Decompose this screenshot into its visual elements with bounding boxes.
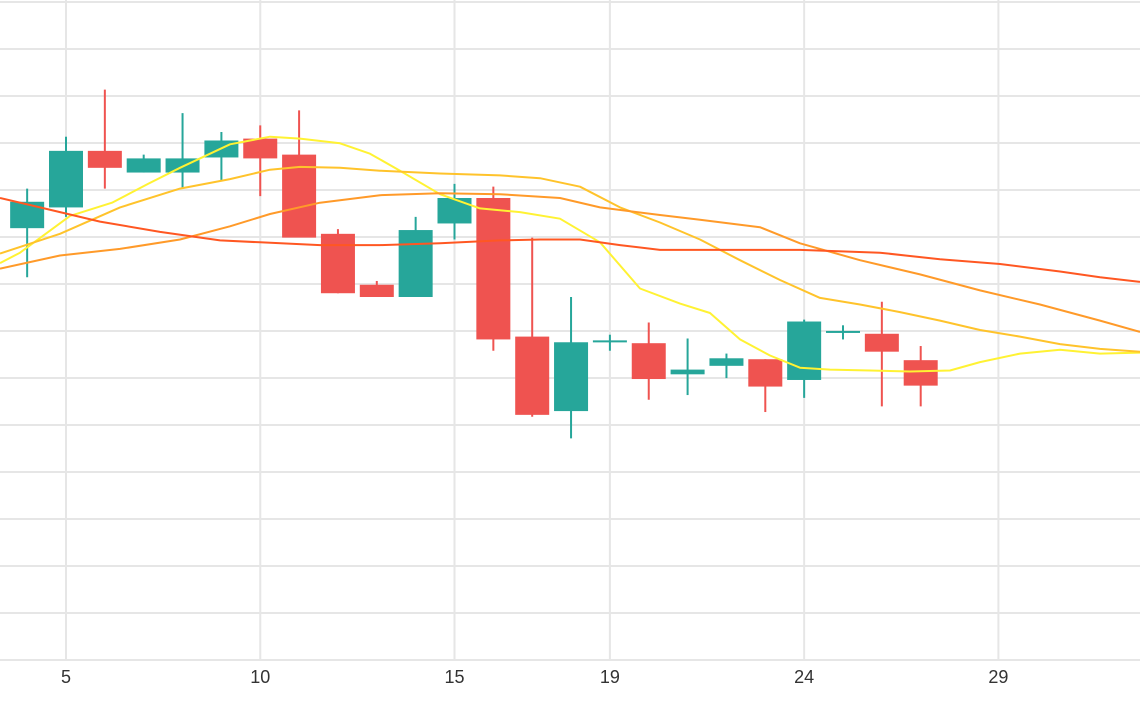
candle-body — [554, 342, 589, 412]
candle — [826, 325, 860, 340]
candle — [709, 353, 744, 379]
candle-body — [864, 333, 899, 352]
candle-body — [126, 158, 161, 173]
candle-body — [903, 360, 938, 386]
candle-body — [398, 230, 433, 297]
candle-body — [592, 340, 627, 343]
candle — [49, 136, 83, 217]
candle — [748, 359, 783, 413]
x-tick-label: 29 — [988, 667, 1008, 687]
moving-average-line — [0, 197, 1140, 283]
x-tick-label: 19 — [600, 667, 620, 687]
candle — [126, 154, 161, 173]
candle-body — [515, 336, 550, 415]
candle — [670, 338, 705, 396]
candle — [87, 89, 122, 189]
candle — [320, 229, 355, 294]
candle-body — [709, 358, 744, 366]
candle — [631, 322, 666, 400]
candle — [437, 183, 472, 240]
candle — [282, 110, 317, 238]
candle-body — [87, 150, 122, 168]
candle — [243, 125, 278, 197]
candle-body — [631, 343, 666, 380]
candle-body — [359, 284, 394, 297]
moving-average-line — [0, 192, 1140, 333]
x-tick-label: 5 — [61, 667, 71, 687]
grid — [0, 0, 1140, 661]
candle-body — [320, 233, 355, 294]
candle — [515, 237, 550, 417]
x-tick-label: 15 — [444, 667, 464, 687]
candle-body — [437, 198, 472, 224]
x-tick-label: 24 — [794, 667, 814, 687]
candle-body — [49, 150, 83, 208]
candle — [864, 301, 899, 407]
candle-body — [787, 321, 822, 380]
x-axis-ticks: 5 10 15 19 24 29 — [61, 667, 1008, 687]
moving-average-line — [0, 165, 1140, 353]
candle-body — [826, 330, 860, 333]
candle-body — [670, 369, 705, 375]
candle-body — [243, 138, 278, 159]
candle — [554, 297, 589, 439]
candle-body — [748, 359, 783, 387]
candle — [398, 216, 433, 297]
candle — [165, 113, 200, 189]
x-tick-label: 10 — [250, 667, 270, 687]
candle — [592, 334, 627, 351]
candle — [359, 280, 394, 297]
candle-body — [10, 201, 45, 229]
candle-body — [476, 198, 511, 340]
candles — [10, 89, 938, 439]
candle — [476, 186, 511, 351]
candle — [204, 132, 239, 182]
moving-averages — [0, 135, 1140, 373]
candle — [903, 346, 938, 407]
moving-average-line — [0, 135, 1140, 373]
candle — [787, 319, 822, 398]
